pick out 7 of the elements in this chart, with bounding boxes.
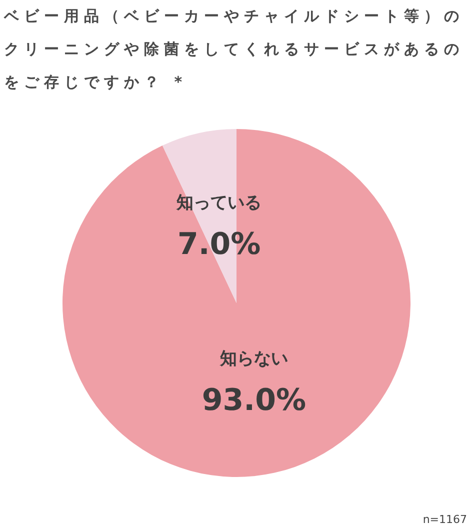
text: n=1167 [422,513,467,526]
data-label: 7.0% [177,226,261,262]
slice-label: 知らない [218,349,288,370]
data-label: 93.0% [202,383,306,418]
pie-slice [62,129,410,477]
chart-title: ベビー用品（ベビーカーやチャイルドシート等）のクリーニングや除菌をしてくれるサービスがあるのをご存じですか？ * [4,6,465,93]
slice-label: 知っている [176,192,262,213]
